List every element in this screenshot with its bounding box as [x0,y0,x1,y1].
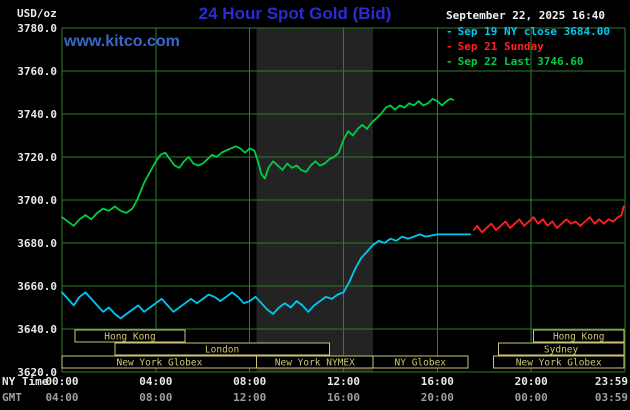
session-label: New York Globex [117,358,203,369]
x-tick-ny-time: 00:00 [45,375,78,388]
x-tick-gmt: 16:00 [327,391,360,404]
session-label: London [205,345,239,356]
x-tick-ny-time: 04:00 [139,375,172,388]
legend-item-sep21-sunday: - Sep 21 Sunday [446,39,628,54]
y-tick-label: 3620.0 [17,366,57,379]
x-tick-ny-time: 12:00 [327,375,360,388]
series-sep21 [472,205,625,234]
session-box [114,342,330,356]
x-tick-gmt: 08:00 [139,391,172,404]
legend-dash-icon: - [446,25,453,38]
legend: - Sep 19 NY close 3684.00 - Sep 21 Sunday … [446,24,628,69]
x-tick-gmt: 12:00 [233,391,266,404]
x-tick-ny-time: 16:00 [421,375,454,388]
y-tick-label: 3780.0 [17,22,57,35]
session-label: Hong Kong [553,332,604,343]
legend-label: Sep 22 Last 3746.60 [457,55,584,68]
x-tick-ny-time: 23:59 [595,375,628,388]
y-tick-label: 3660.0 [17,280,57,293]
session-box [497,342,625,356]
x-tick-gmt: 04:00 [45,391,78,404]
legend-item-sep19-close: - Sep 19 NY close 3684.00 [446,24,628,39]
ny-time-axis-label: NY Time [2,375,49,388]
session-label: New York Globex [516,358,602,369]
legend-dash-icon: - [446,40,453,53]
y-tick-label: 3720.0 [17,151,57,164]
series-sep19 [61,233,472,320]
chart-info-panel: September 22, 2025 16:40 - Sep 19 NY clos… [446,8,628,69]
y-tick-label: 3760.0 [17,65,57,78]
session-label: NY Globex [395,358,447,369]
y-tick-label: 3700.0 [17,194,57,207]
session-label: Sydney [544,345,579,356]
y-tick-label: 3640.0 [17,323,57,336]
gmt-axis-label: GMT [2,391,22,404]
legend-label: Sep 19 NY close 3684.00 [457,25,610,38]
x-tick-ny-time: 08:00 [233,375,266,388]
x-tick-gmt: 00:00 [515,391,548,404]
y-tick-label: 3740.0 [17,108,57,121]
legend-item-sep22-last: - Sep 22 Last 3746.60 [446,54,628,69]
x-tick-gmt: 03:59 [595,391,628,404]
x-tick-gmt: 20:00 [421,391,454,404]
session-box [533,329,625,343]
legend-dash-icon: - [446,55,453,68]
series-sep22 [61,98,455,227]
chart-timestamp: September 22, 2025 16:40 [446,9,605,22]
session-box [74,329,186,343]
chart-title: 24 Hour Spot Gold (Bid) [198,4,392,23]
y-tick-label: 3680.0 [17,237,57,250]
session-box [372,355,469,369]
kitco-website-link[interactable]: www.kitco.com [64,33,180,50]
legend-label: Sep 21 Sunday [457,40,544,53]
session-box [493,355,625,369]
session-label: Hong Kong [104,332,155,343]
session-label: New York NYMEX [275,358,355,369]
x-tick-ny-time: 20:00 [515,375,548,388]
y-axis-unit-label: USD/oz [17,7,57,20]
